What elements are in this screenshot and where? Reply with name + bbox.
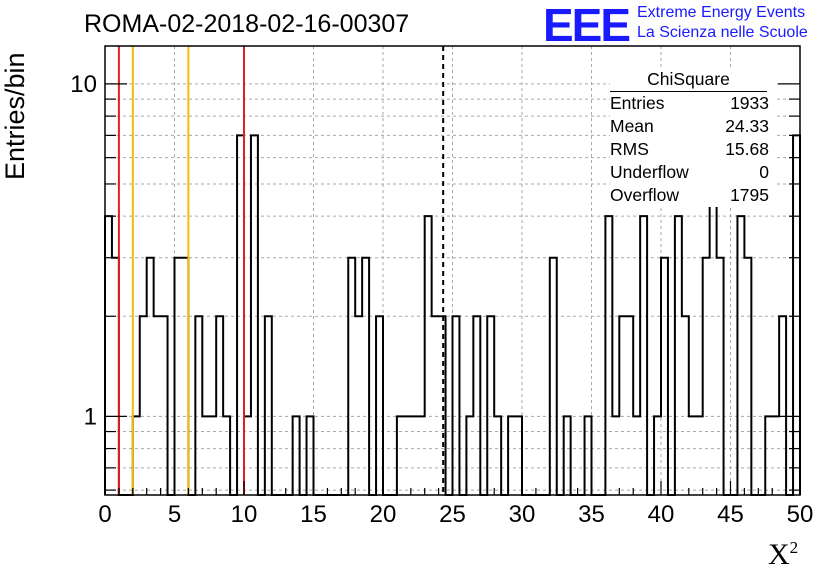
stats-label: Underflow [610,162,689,182]
histogram-bin [772,416,779,495]
x-tick-label: 40 [648,501,675,528]
histogram-bin [251,135,258,495]
histogram-bin [466,416,473,495]
histogram-bin [404,416,411,495]
histogram-bin [689,416,696,495]
histogram-bin [293,416,300,495]
stats-label: Mean [610,116,654,136]
histogram-bin [362,258,369,495]
x-tick-label: 15 [300,501,327,528]
tick-labels: 0 5 10 15 20 25 30 35 40 45 50 1 10 [70,71,813,528]
histogram-bin [612,416,619,495]
x-tick-label: 50 [787,501,814,528]
x-tick-label: 45 [717,501,744,528]
histogram-bin [175,258,182,495]
stats-row-mean: Mean 24.33 [610,115,777,138]
histogram-bin [550,258,557,495]
x-tick-label: 5 [168,501,181,528]
histogram-bin [717,258,724,495]
x-tick-label: 35 [578,501,605,528]
histogram-bin [703,258,710,495]
histogram-bin [494,416,501,495]
histogram-bin [223,416,230,495]
stats-value: 1933 [730,93,769,113]
x-tick-label: 0 [98,501,111,528]
stats-label: Entries [610,93,665,113]
x-axis-label-base: X [768,538,790,571]
axes [104,45,801,496]
histogram-bin [515,416,522,495]
x-tick-label: 25 [439,501,466,528]
x-tick-label: 10 [231,501,258,528]
x-axis-label-sup: 2 [789,538,799,557]
stats-value: 0 [759,162,769,182]
histogram-bin [508,416,515,495]
eee-logo: EEE [543,0,631,51]
histogram [104,134,801,496]
histogram-bin [244,416,251,495]
histogram-bin [411,416,418,495]
logo-line-1: Extreme Energy Events [637,4,806,21]
histogram-bin [564,416,571,495]
stats-row-rms: RMS 15.68 [610,138,777,161]
histogram-bin [181,258,188,495]
stats-value: 1795 [730,185,769,205]
histogram-bin [793,135,800,495]
y-tick-label: 1 [84,403,97,430]
stats-title: ChiSquare [610,67,767,92]
histogram-bin [418,416,425,495]
logo-line-2: La Scienza nelle Scuole [637,24,808,41]
y-tick-label: 10 [70,71,97,98]
histogram-bin [307,416,314,495]
x-tick-label: 20 [370,501,397,528]
stats-label: Overflow [610,185,680,205]
stats-row-overflow: Overflow 1795 [610,184,777,207]
x-axis-label: X2 [768,538,798,572]
histogram-outline [104,134,801,496]
histogram-bin [397,416,404,495]
stats-value: 24.33 [725,116,769,136]
histogram-bin [654,416,661,495]
histogram-bin [147,258,154,495]
stats-value: 15.68 [725,139,769,159]
histogram-bin [633,416,640,495]
x-tick-label: 30 [509,501,536,528]
histogram-bin [112,258,119,495]
histogram-bin [696,416,703,495]
chart-title: ROMA-02-2018-02-16-00307 [84,10,410,38]
histogram-bin [237,135,244,495]
stats-row-entries: Entries 1933 [610,92,777,115]
y-axis-label: Entries/bin [0,52,30,180]
histogram-bin [661,258,668,495]
histogram-bin [765,416,772,495]
histogram-bin [202,416,209,495]
reference-lines [117,46,445,495]
histogram-bin [744,258,751,495]
histogram-bin [209,416,216,495]
histogram-bin [585,416,592,495]
histogram-bin [133,416,140,495]
stats-label: RMS [610,139,649,159]
histogram-bin [348,258,355,495]
stats-row-underflow: Underflow 0 [610,161,777,184]
stats-box: ChiSquare Entries 1933 Mean 24.33 RMS 15… [610,67,777,207]
